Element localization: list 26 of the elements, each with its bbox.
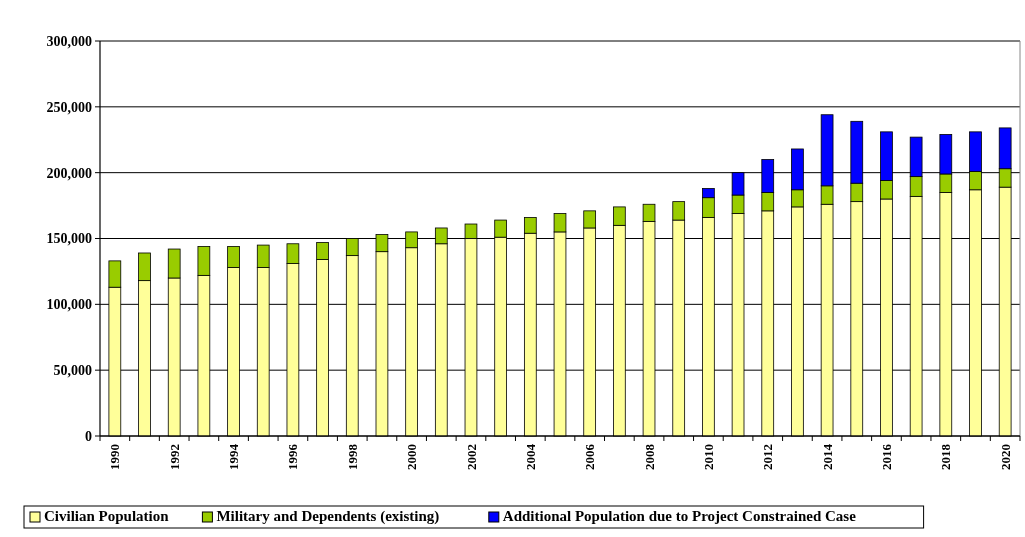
x-tick-label: 2008 bbox=[641, 443, 657, 470]
y-tick-label: 200,000 bbox=[46, 165, 92, 181]
x-tick-label: 1992 bbox=[166, 444, 182, 470]
y-tick-label: 100,000 bbox=[46, 297, 92, 313]
y-tick-label: 50,000 bbox=[53, 363, 92, 379]
y-tick-label: 250,000 bbox=[46, 99, 92, 115]
x-tick-label: 1998 bbox=[344, 443, 360, 470]
legend-label: Additional Population due to Project Constrained Case bbox=[502, 508, 857, 524]
x-tick-label: 1996 bbox=[285, 443, 301, 470]
x-tick-label: 1990 bbox=[107, 444, 123, 470]
x-tick-label: 1994 bbox=[226, 443, 242, 470]
x-tick-label: 2020 bbox=[997, 444, 1013, 470]
x-tick-label: 2002 bbox=[463, 444, 479, 470]
x-tick-label: 2012 bbox=[760, 444, 776, 470]
x-tick-label: 2006 bbox=[582, 443, 598, 470]
y-tick-label: 0 bbox=[85, 428, 92, 444]
x-tick-label: 2018 bbox=[938, 443, 954, 470]
x-tick-label: 2016 bbox=[879, 443, 894, 470]
x-tick-label: 2000 bbox=[404, 444, 420, 470]
y-tick-label: 150,000 bbox=[46, 231, 92, 247]
y-tick-label: 300,000 bbox=[46, 33, 92, 49]
x-tick-label: 2004 bbox=[522, 443, 538, 470]
legend-label: Civilian Population bbox=[44, 508, 170, 524]
x-tick-label: 2014 bbox=[819, 443, 835, 470]
legend-label: Military and Dependents (existing) bbox=[216, 508, 440, 525]
x-tick-label: 2010 bbox=[700, 444, 716, 470]
